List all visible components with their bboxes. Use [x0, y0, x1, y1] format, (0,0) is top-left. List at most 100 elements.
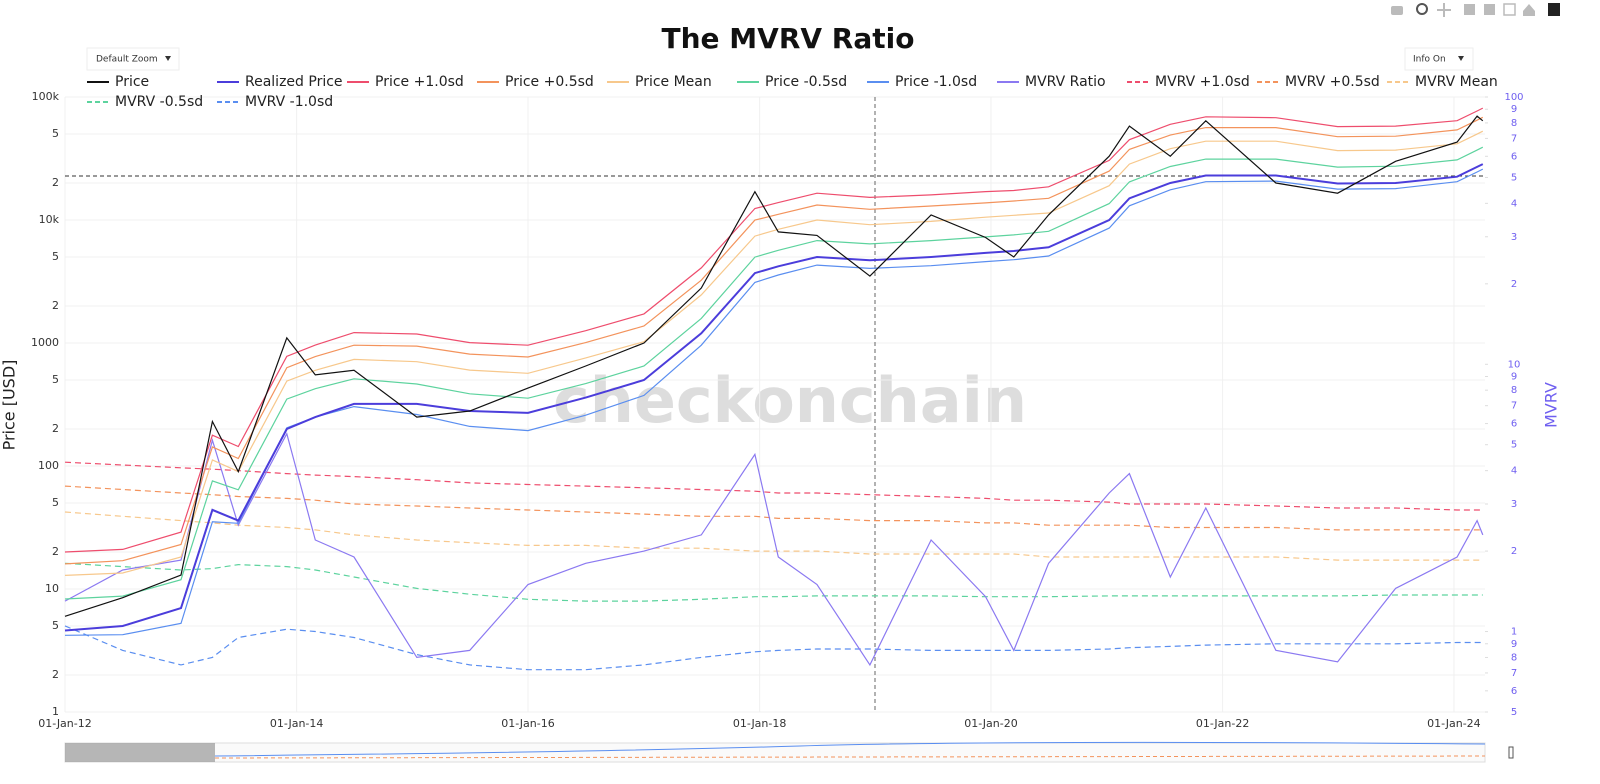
y-tick-label: 5: [52, 250, 59, 263]
y2-tick-label: 8: [1511, 652, 1517, 663]
dropdown-label[interactable]: Default Zoom: [96, 55, 158, 65]
x-tick-label: 01-Jan-22: [1196, 717, 1250, 730]
y2-tick-label: 1: [1511, 627, 1517, 638]
camera-icon[interactable]: [1391, 6, 1403, 15]
series-line: [64, 432, 1484, 667]
legend-item[interactable]: MVRV -1.0sd: [217, 94, 333, 110]
legend-label: Price +1.0sd: [375, 74, 464, 90]
y-axis-title: Price [USD]: [0, 360, 19, 451]
y-tick-label: 2: [52, 668, 59, 681]
legend-label: Realized Price: [245, 74, 343, 90]
dropdown-arrow[interactable]: [165, 56, 171, 61]
grid: [64, 96, 1485, 713]
watermark: checkonchain: [553, 364, 1027, 437]
y-tick-label: 2: [52, 299, 59, 312]
y2-tick-label: 9: [1511, 372, 1517, 383]
chart-title: The MVRV Ratio: [662, 22, 915, 55]
legend-label: Price Mean: [635, 74, 712, 90]
y2-tick-label: 2: [1511, 279, 1517, 290]
dropdown-box[interactable]: [1404, 47, 1474, 71]
y2-tick-label: 2: [1511, 546, 1517, 557]
y-tick-label: 2: [52, 422, 59, 435]
legend-item[interactable]: Price -0.5sd: [737, 74, 847, 90]
legend-item[interactable]: Price Mean: [607, 74, 712, 90]
y-tick-label: 2: [52, 176, 59, 189]
series-line: [64, 562, 1483, 602]
y-tick-label: 5: [52, 619, 59, 632]
y2-tick-label: 5: [1511, 172, 1517, 183]
y2-tick-label: 4: [1511, 466, 1517, 477]
x-tick-label: 01-Jan-18: [733, 717, 787, 730]
x-tick-label: 01-Jan-12: [38, 717, 92, 730]
series-line: [64, 130, 1484, 576]
y2-tick-label: 9: [1511, 104, 1517, 115]
slider-preview: [214, 741, 1486, 757]
y2-tick-label: 100: [1504, 92, 1523, 103]
series-line: [64, 625, 1483, 671]
slider-track[interactable]: [64, 742, 1486, 763]
series-line: [64, 116, 1484, 565]
slider-handle[interactable]: [1508, 746, 1514, 759]
series-line: [64, 146, 1484, 600]
x-tick-label: 01-Jan-24: [1427, 717, 1481, 730]
y2-tick-label: 7: [1511, 401, 1517, 412]
y2-tick-label: 7: [1511, 668, 1517, 679]
legend-item[interactable]: MVRV Mean: [1387, 74, 1498, 90]
series-line: [64, 163, 1484, 632]
legend-item[interactable]: Price -1.0sd: [867, 74, 977, 90]
modebar: [1391, 3, 1560, 17]
y-tick-label: 100: [38, 459, 59, 472]
y2-tick-label: 8: [1511, 118, 1517, 129]
legend-item[interactable]: MVRV +0.5sd: [1257, 74, 1380, 90]
home-icon[interactable]: [1523, 4, 1535, 16]
zoom-dropdown[interactable]: Default Zoom: [86, 47, 180, 71]
x-tick-label: 01-Jan-16: [501, 717, 555, 730]
legend-item[interactable]: Price +0.5sd: [477, 74, 594, 90]
dropdown-arrow[interactable]: [1458, 56, 1464, 61]
legend-label: MVRV +1.0sd: [1155, 74, 1250, 90]
legend-item[interactable]: Realized Price: [217, 74, 343, 90]
legend-label: Price +0.5sd: [505, 74, 594, 90]
info-dropdown[interactable]: Info On: [1404, 47, 1474, 71]
y2-tick-label: 10: [1508, 359, 1521, 370]
y-tick-label: 5: [52, 373, 59, 386]
y-tick-label: 1000: [31, 336, 59, 349]
zoom-in-icon[interactable]: [1464, 4, 1475, 15]
logo-icon[interactable]: [1548, 3, 1560, 16]
legend-item[interactable]: MVRV +1.0sd: [1127, 74, 1250, 90]
legend-label: MVRV Ratio: [1025, 74, 1106, 90]
y2-tick-label: 6: [1511, 686, 1517, 697]
zoom-icon[interactable]: [1416, 3, 1428, 15]
legend-label: Price -0.5sd: [765, 74, 847, 90]
y2-tick-label: 3: [1511, 232, 1517, 243]
legend-item[interactable]: MVRV -0.5sd: [87, 94, 203, 110]
legend-label: MVRV -1.0sd: [245, 94, 333, 110]
dropdown-box[interactable]: [86, 47, 180, 71]
legend-item[interactable]: Price: [87, 74, 149, 90]
y2-axis-title: MVRV: [1542, 382, 1561, 428]
dropdown-label[interactable]: Info On: [1413, 55, 1446, 65]
legend-label: Price -1.0sd: [895, 74, 977, 90]
series-line: [64, 115, 1484, 617]
y2-tick-label: 5: [1511, 707, 1517, 718]
zoom-out-icon[interactable]: [1484, 4, 1495, 15]
pan-icon[interactable]: [1437, 3, 1451, 17]
y2-tick-label: 8: [1511, 385, 1517, 396]
y2-tick-label: 9: [1511, 639, 1517, 650]
slider-window[interactable]: [65, 743, 215, 762]
x-tick-label: 01-Jan-14: [270, 717, 324, 730]
y-tick-label: 10k: [39, 213, 60, 226]
y2-tick-label: 6: [1511, 151, 1517, 162]
y-tick-label: 2: [52, 545, 59, 558]
autoscale-icon[interactable]: [1503, 3, 1516, 16]
legend-label: MVRV Mean: [1415, 74, 1498, 90]
legend-label: Price: [115, 74, 149, 90]
series-line: [64, 107, 1484, 553]
series-line: [64, 461, 1483, 511]
legend-item[interactable]: Price +1.0sd: [347, 74, 464, 90]
legend-item[interactable]: MVRV Ratio: [997, 74, 1106, 90]
legend-label: MVRV -0.5sd: [115, 94, 203, 110]
range-slider[interactable]: [64, 741, 1514, 763]
y-tick-label: 100k: [32, 90, 60, 103]
